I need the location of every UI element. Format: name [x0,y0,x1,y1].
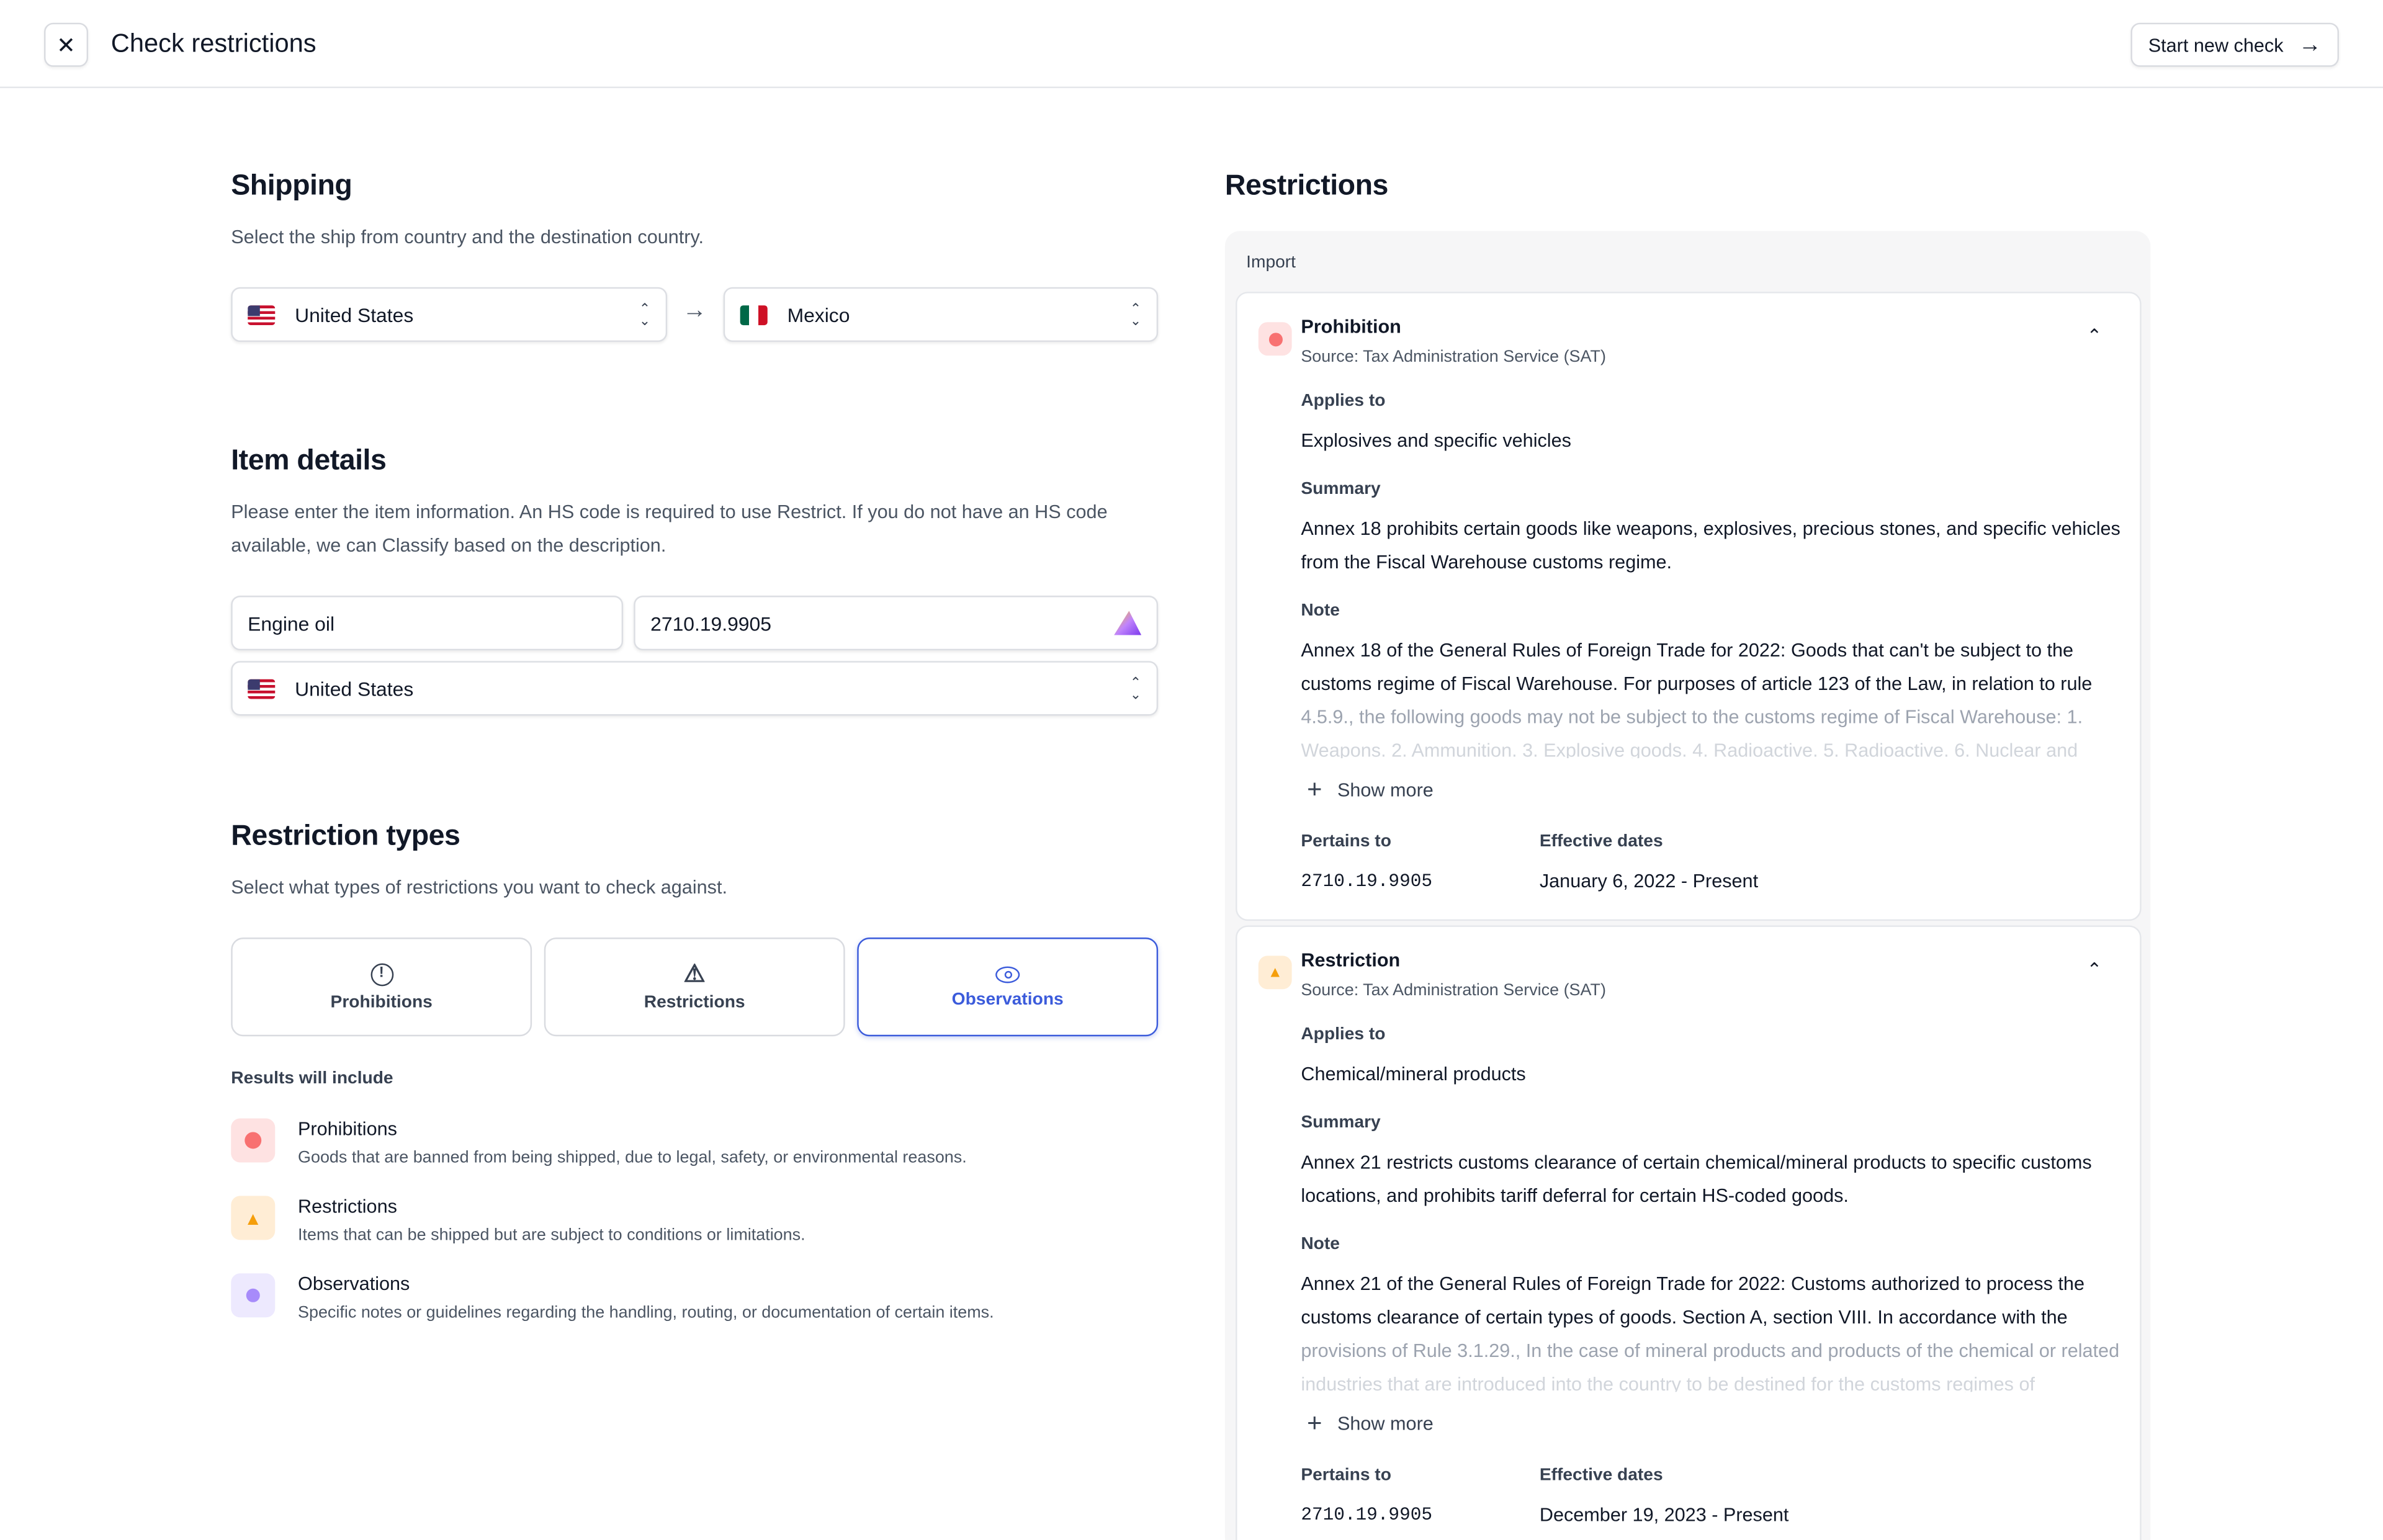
chevron-updown-icon: ⌃ ⌄ [1129,674,1142,702]
alert-circle-icon: ! [370,962,393,986]
import-group-label: Import [1246,253,1296,272]
type-option-observations[interactable]: Observations [857,938,1159,1037]
arrow-right-icon: → [682,298,707,324]
effective-dates-value: December 19, 2023 - Present [1539,1504,1789,1526]
plus-icon: + [1307,774,1322,804]
us-flag-icon [248,678,276,699]
chevron-updown-icon: ⌃ ⌄ [1129,300,1142,328]
mexico-flag-icon [740,305,768,325]
page-title: Check restrictions [110,29,316,58]
origin-country-select[interactable]: United States ⌃ ⌄ [231,661,1159,716]
chevron-updown-icon: ⌃ ⌄ [639,300,651,328]
restriction-card [1236,292,2142,921]
summary-line: Annex 21 restricts customs clearance of … [1301,1152,2092,1173]
classify-icon[interactable] [1114,611,1142,635]
item-description-line2: available, we can Classify based on the … [231,535,666,557]
shipping-title: Shipping [231,170,352,202]
item-name-value: Engine oil [248,611,335,635]
hs-code-input[interactable]: 2710.19.9905 [634,596,1159,651]
observation-icon [231,1273,276,1318]
warning-triangle-icon: ⚠ [683,960,706,987]
show-more-label: Show more [1337,1413,1434,1435]
note-line: Weapons. 2. Ammunition. 3. Explosive goo… [1301,740,2078,759]
applies-to-value: Chemical/mineral products [1301,1063,1526,1085]
shipping-description: Select the ship from country and the des… [231,226,704,248]
restriction-type: Restriction [1301,949,1401,971]
restriction-type: Prohibition [1301,316,1401,338]
pertains-to-value: 2710.19.9905 [1301,1504,1432,1526]
summary-line: from the Fiscal Warehouse customs regime… [1301,551,1672,573]
header [0,0,2383,89]
summary-line: Annex 18 prohibits certain goods like we… [1301,518,2120,540]
show-more-button[interactable]: + Show more [1307,1408,1434,1439]
ship-from-select[interactable]: United States ⌃ ⌄ [231,287,668,342]
close-icon: ✕ [56,32,76,59]
result-item-title: Prohibitions [298,1118,397,1140]
result-item-desc: Specific notes or guidelines regarding t… [298,1304,994,1322]
note-line: Annex 18 of the General Rules of Foreign… [1301,640,2074,661]
start-new-check-button[interactable]: Start new check → [2130,22,2340,67]
result-item-title: Restrictions [298,1196,397,1217]
applies-to-value: Explosives and specific vehicles [1301,430,1571,452]
note-line: 4.5.9., the following goods may not be s… [1301,706,2083,728]
restriction-icon: ▲ [231,1196,276,1240]
applies-to-label: Applies to [1301,392,1386,411]
applies-to-label: Applies to [1301,1026,1386,1044]
pertains-to-label: Pertains to [1301,1466,1391,1485]
arrow-right-icon: → [2299,32,2322,58]
item-description-line1: Please enter the item information. An HS… [231,501,1108,523]
prohibition-icon [231,1118,276,1163]
show-more-button[interactable]: + Show more [1307,775,1434,805]
restriction-types-description: Select what types of restrictions you wa… [231,877,727,898]
restriction-card [1236,925,2142,1540]
note-line: industries that are introduced into the … [1301,1373,2035,1392]
note-label: Note [1301,601,1340,620]
summary-line: locations, and prohibits tariff deferral… [1301,1185,1849,1207]
hs-code-value: 2710.19.9905 [650,611,771,635]
restriction-types-title: Restriction types [231,820,460,853]
type-option-label: Restrictions [644,993,745,1011]
result-item-title: Observations [298,1273,410,1295]
item-name-input[interactable]: Engine oil [231,596,624,651]
note-line: provisions of Rule 3.1.29., In the case … [1301,1340,2120,1362]
type-option-restrictions[interactable]: ⚠ Restrictions [544,938,845,1037]
restriction-source: Source: Tax Administration Service (SAT) [1301,347,1606,367]
item-details-title: Item details [231,445,387,477]
restriction-icon: ▲ [1258,956,1292,990]
show-more-label: Show more [1337,779,1434,801]
restriction-source: Source: Tax Administration Service (SAT) [1301,982,1606,1000]
effective-dates-value: January 6, 2022 - Present [1539,871,1759,892]
close-button[interactable]: ✕ [44,22,89,67]
type-option-prohibitions[interactable]: ! Prohibitions [231,938,532,1037]
type-option-label: Observations [951,990,1064,1008]
result-item-desc: Items that can be shipped but are subjec… [298,1226,806,1245]
result-item-desc: Goods that are banned from being shipped… [298,1148,967,1167]
ship-to-value: Mexico [787,303,850,326]
eye-icon [995,965,1020,983]
pertains-to-value: 2710.19.9905 [1301,871,1432,892]
note-line: customs regime of Fiscal Warehouse. For … [1301,673,2093,695]
results-title: Results will include [231,1070,393,1088]
restrictions-title: Restrictions [1224,170,1389,202]
us-flag-icon [248,305,276,325]
effective-dates-label: Effective dates [1539,1466,1663,1485]
summary-label: Summary [1301,1114,1381,1132]
summary-label: Summary [1301,480,1381,499]
ship-to-select[interactable]: Mexico ⌃ ⌄ [723,287,1159,342]
ship-from-value: United States [295,303,414,326]
note-line: Annex 21 of the General Rules of Foreign… [1301,1273,2085,1295]
note-label: Note [1301,1235,1340,1254]
pertains-to-label: Pertains to [1301,833,1391,851]
type-option-label: Prohibitions [330,993,433,1011]
origin-country-value: United States [295,677,414,700]
chevron-up-icon[interactable]: ⌃ [2086,959,2103,980]
prohibition-icon [1258,322,1292,356]
chevron-up-icon[interactable]: ⌃ [2086,325,2103,347]
effective-dates-label: Effective dates [1539,833,1663,851]
start-new-check-label: Start new check [2148,34,2284,56]
plus-icon: + [1307,1408,1322,1438]
note-line: customs clearance of certain types of go… [1301,1307,2068,1328]
